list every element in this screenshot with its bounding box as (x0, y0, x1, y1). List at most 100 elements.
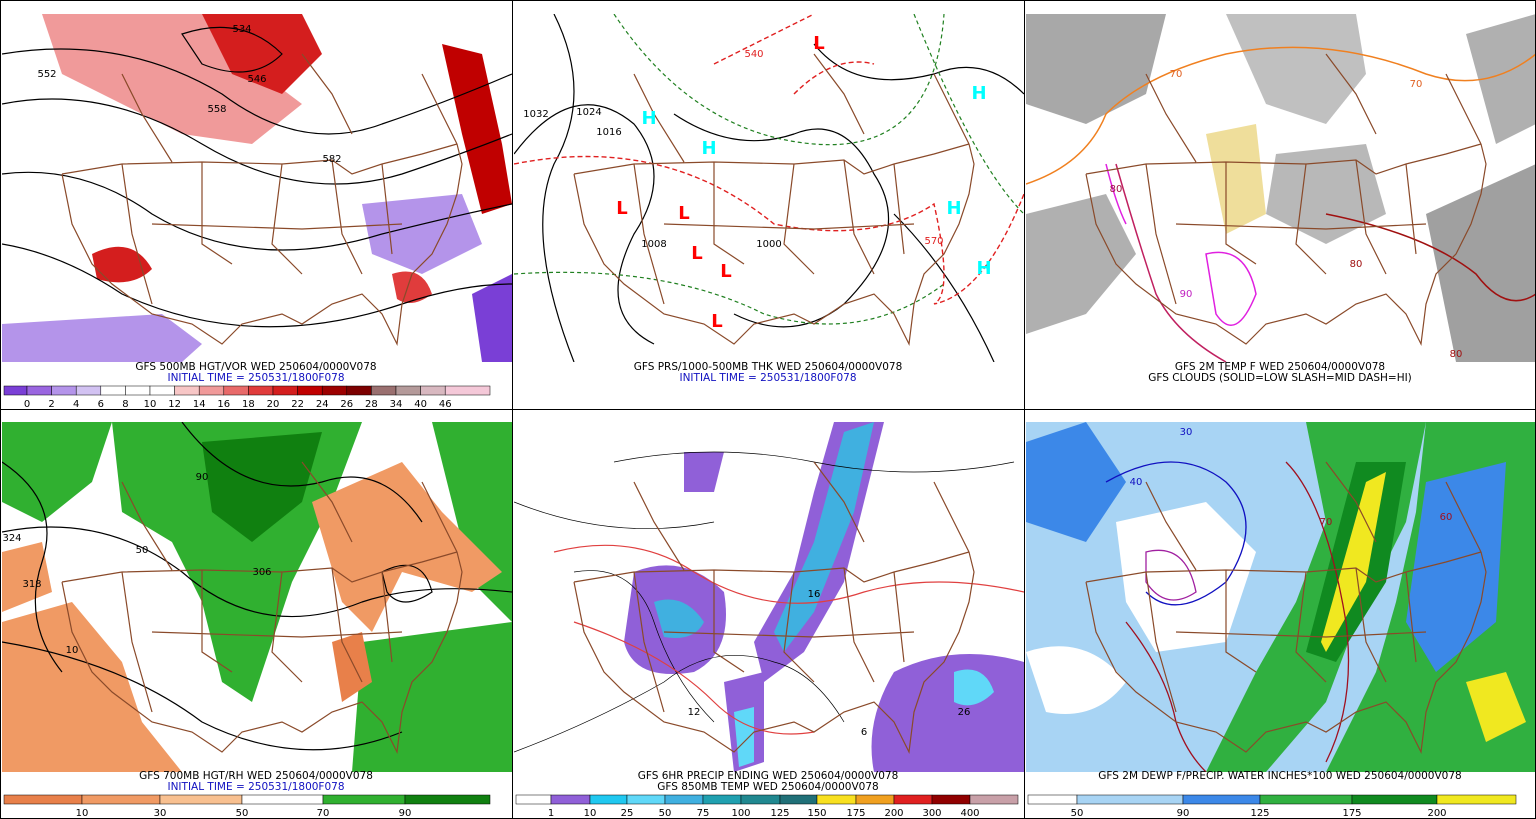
map-precip (514, 422, 1024, 772)
colorbar-segment (272, 385, 298, 396)
map-label: 1008 (641, 239, 666, 250)
map-dewpoint (1026, 422, 1536, 772)
colorbar-label: 200 (1427, 808, 1446, 819)
colorbar-label: 50 (236, 808, 249, 819)
colorbar-label: 2 (48, 399, 54, 410)
map-label: 1024 (576, 107, 601, 118)
map-label: 552 (37, 69, 56, 80)
colorbar-segment (322, 794, 406, 805)
colorbar-label: 150 (807, 808, 826, 819)
map-label: 16 (808, 589, 821, 600)
colorbar-segment (893, 794, 933, 805)
colorbar-label: 26 (340, 399, 353, 410)
colorbar-label: 70 (317, 808, 330, 819)
colorbar-segment (26, 385, 52, 396)
map-500mb (2, 14, 512, 362)
map-label: 26 (958, 707, 971, 718)
map-prs-thk (514, 14, 1024, 362)
map-label: 570 (924, 236, 943, 247)
colorbar-label: 34 (390, 399, 403, 410)
panel-subtitle: GFS 850MB TEMP WED 250604/0000V078 (657, 781, 878, 793)
colorbar-label: 14 (193, 399, 206, 410)
colorbar-label: 175 (1342, 808, 1361, 819)
panel-title: GFS 2M TEMP F WED 250604/0000V078 (1175, 361, 1385, 373)
map-label: L (678, 203, 689, 224)
map-label: L (691, 243, 702, 264)
map-label: 12 (688, 707, 701, 718)
colorbar-segment (75, 385, 102, 396)
panel-title: GFS 700MB HGT/RH WED 250604/0000V078 (139, 770, 373, 782)
colorbar-label: 10 (144, 399, 157, 410)
map-label: 318 (22, 579, 41, 590)
colorbar-segment (1182, 794, 1261, 805)
colorbar-segment (626, 794, 666, 805)
map-label: 1032 (523, 109, 548, 120)
colorbar-label: 40 (414, 399, 427, 410)
colorbar-label: 6 (98, 399, 104, 410)
colorbar-segment (3, 385, 28, 396)
panel-title: GFS 6HR PRECIP ENDING WED 250604/0000V07… (638, 770, 899, 782)
panel-subtitle: INITIAL TIME = 250531/1800F078 (167, 781, 344, 793)
colorbar-segment (248, 385, 274, 396)
colorbar-segment (321, 385, 348, 396)
colorbar-segment (969, 794, 1019, 805)
colorbar-label: 16 (217, 399, 230, 410)
map-label: 80 (1110, 184, 1123, 195)
colorbar-segment (297, 385, 323, 396)
map-label: H (976, 258, 991, 279)
colorbar-segment (174, 385, 200, 396)
colorbar-label: 22 (291, 399, 304, 410)
colorbar-label: 30 (154, 808, 167, 819)
colorbar-segment (1436, 794, 1517, 805)
panel-title: GFS 2M DEWP F/PRECIP. WATER INCHES*100 W… (1098, 770, 1461, 782)
map-label: 582 (322, 154, 341, 165)
map-label: H (701, 138, 716, 159)
colorbar-label: 200 (884, 808, 903, 819)
colorbar-segment (855, 794, 895, 805)
colorbar-segment (931, 794, 971, 805)
colorbar-label: 75 (697, 808, 710, 819)
map-label: 90 (1180, 289, 1193, 300)
colorbar-label: 90 (1177, 808, 1190, 819)
map-label: 10 (66, 645, 79, 656)
map-700mb (2, 422, 512, 772)
colorbar-label: 90 (399, 808, 412, 819)
map-label: L (711, 311, 722, 332)
map-label: 80 (1450, 349, 1463, 360)
panel-subtitle: GFS CLOUDS (SOLID=LOW SLASH=MID DASH=HI) (1148, 372, 1412, 384)
map-label: 30 (1180, 427, 1193, 438)
map-label: 546 (247, 74, 266, 85)
colorbar-segment (404, 794, 491, 805)
map-label: 90 (196, 472, 209, 483)
colorbar-label: 25 (621, 808, 634, 819)
colorbar-segment (3, 794, 83, 805)
colorbar-segment (100, 385, 126, 396)
colorbar-label: 125 (1250, 808, 1269, 819)
map-label: 534 (232, 24, 251, 35)
colorbar-segment (1076, 794, 1184, 805)
colorbar-segment (51, 385, 77, 396)
colorbar-segment (81, 794, 161, 805)
colorbar-label: 20 (267, 399, 280, 410)
colorbar-label: 4 (73, 399, 79, 410)
panel-subtitle: INITIAL TIME = 250531/1800F078 (679, 372, 856, 384)
map-label: L (720, 261, 731, 282)
colorbar-segment (346, 385, 372, 396)
panel-title: GFS PRS/1000-500MB THK WED 250604/0000V0… (634, 361, 903, 373)
colorbar-segment (125, 385, 151, 396)
map-label: 40 (1130, 477, 1143, 488)
colorbar-segment (420, 385, 446, 396)
map-label: 80 (1350, 259, 1363, 270)
map-label: L (813, 33, 824, 54)
colorbar-segment (159, 794, 243, 805)
colorbar-label: 125 (770, 808, 789, 819)
colorbar-segment (1259, 794, 1353, 805)
colorbar-label: 1 (548, 808, 554, 819)
map-label: 540 (744, 49, 763, 60)
map-label: 70 (1410, 79, 1423, 90)
map-label: 70 (1320, 517, 1333, 528)
colorbar-label: 12 (168, 399, 181, 410)
colorbar-segment (223, 385, 249, 396)
colorbar-segment (816, 794, 857, 805)
panel-subtitle: INITIAL TIME = 250531/1800F078 (167, 372, 344, 384)
